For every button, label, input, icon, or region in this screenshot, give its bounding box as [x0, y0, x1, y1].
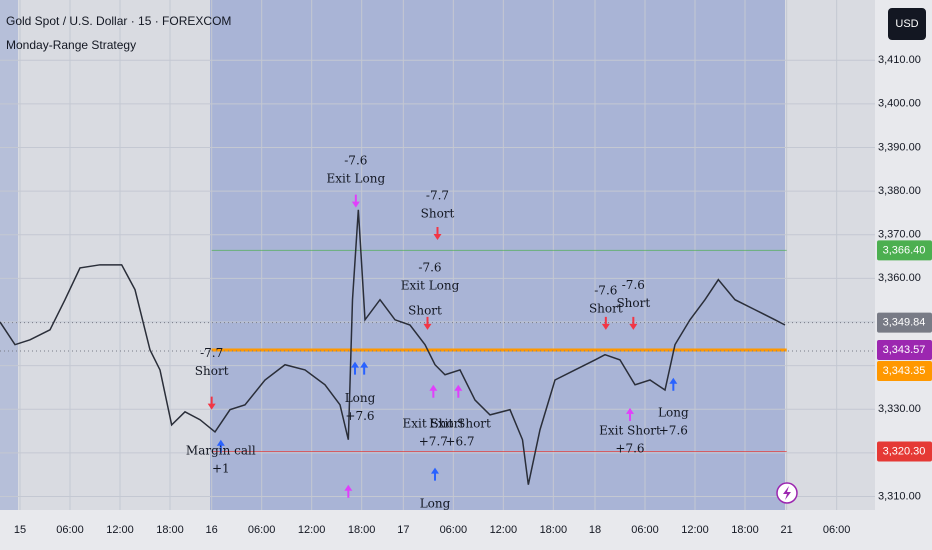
- price-label-box: [877, 340, 932, 361]
- x-tick-label: 12:00: [106, 524, 134, 536]
- price-label: 3,349.84: [883, 317, 926, 329]
- y-tick-label: 3,400.00: [878, 98, 921, 110]
- trade-marker: [360, 361, 369, 375]
- trade-annotation: Margin call: [186, 443, 256, 457]
- x-tick-label: 21: [781, 524, 793, 536]
- y-tick-label: 3,380.00: [878, 185, 921, 197]
- x-tick-label: 18:00: [731, 524, 759, 536]
- x-tick-label: 06:00: [56, 524, 84, 536]
- trade-marker: [629, 316, 638, 330]
- x-tick-label: 06:00: [823, 524, 851, 536]
- x-tick-label: 06:00: [440, 524, 468, 536]
- trade-annotation: +7.6: [615, 441, 644, 455]
- chart-subtitle: Monday-Range Strategy: [6, 38, 136, 52]
- trade-annotation: Short: [616, 296, 650, 310]
- trade-marker: [669, 377, 678, 391]
- x-tick-label: 17: [397, 524, 409, 536]
- currency-button[interactable]: [888, 8, 926, 40]
- trade-marker: [344, 484, 353, 498]
- trade-marker: [431, 467, 439, 481]
- x-tick-label: 18:00: [540, 524, 568, 536]
- y-tick-label: 3,370.00: [878, 229, 921, 241]
- trade-marker: [601, 316, 610, 330]
- x-tick-label: 12:00: [298, 524, 326, 536]
- y-tick-label: 3,330.00: [878, 403, 921, 415]
- x-tick-label: 18:00: [348, 524, 376, 536]
- price-label-box: [877, 240, 932, 261]
- x-tick-label: 06:00: [248, 524, 276, 536]
- trade-annotation: -7.7: [200, 346, 223, 360]
- x-tick-label: 06:00: [631, 524, 659, 536]
- trade-annotation: -7.7: [426, 188, 449, 202]
- session-shade: [210, 0, 785, 510]
- trade-annotation: +7.6: [659, 424, 688, 438]
- price-label-box: [877, 361, 932, 382]
- y-tick-label: 3,390.00: [878, 141, 921, 153]
- trade-marker: [454, 384, 463, 398]
- trade-marker: [626, 407, 634, 421]
- trade-marker: [433, 226, 442, 240]
- chart-title: Gold Spot / U.S. Dollar · 15 · FOREXCOM: [6, 14, 231, 28]
- session-shade: [0, 0, 18, 510]
- x-tick-label: 18: [589, 524, 601, 536]
- price-line: [0, 209, 786, 485]
- y-tick-label: 3,310.00: [878, 490, 921, 502]
- trade-annotation: Long: [658, 406, 689, 420]
- trade-annotation: -7.6: [418, 260, 441, 274]
- alert-bolt: [783, 486, 791, 500]
- price-label-box: [877, 441, 932, 462]
- trade-annotation: Exit Long: [401, 278, 460, 292]
- trade-annotation: Short: [421, 206, 455, 220]
- price-label: 3,343.57: [883, 344, 926, 356]
- price-label-box: [877, 312, 932, 333]
- price-label: 3,343.35: [883, 365, 926, 377]
- trade-annotation: Exit Short: [599, 423, 661, 437]
- price-label: 3,366.40: [883, 244, 926, 256]
- trade-marker: [351, 361, 359, 375]
- trade-annotation: Exit Long: [327, 171, 386, 185]
- trade-annotation: Short: [589, 301, 623, 315]
- time-axis: [0, 510, 875, 550]
- trade-annotation: Short: [195, 364, 229, 378]
- x-tick-label: 18:00: [156, 524, 184, 536]
- trade-annotation: -7.6: [622, 278, 645, 292]
- trade-annotation: +7.7: [419, 434, 448, 448]
- trade-marker: [351, 194, 360, 208]
- x-tick-label: 12:00: [490, 524, 518, 536]
- trade-annotation: Exit Short: [429, 416, 491, 430]
- price-label: 3,320.30: [883, 445, 926, 457]
- trade-annotation: +7.6: [345, 409, 374, 423]
- trade-annotation: Short: [408, 303, 442, 317]
- currency-label[interactable]: USD: [895, 18, 918, 30]
- x-tick-label: 12:00: [681, 524, 709, 536]
- trade-annotation: Exit Short: [402, 416, 464, 430]
- y-tick-label: 3,360.00: [878, 272, 921, 284]
- trade-marker: [207, 396, 216, 410]
- x-tick-label: 16: [206, 524, 218, 536]
- trade-annotation: Long: [420, 496, 451, 510]
- trade-marker: [429, 384, 438, 398]
- y-tick-label: 3,410.00: [878, 54, 921, 66]
- trade-annotation: +6.7: [445, 434, 474, 448]
- trade-annotation: -7.6: [594, 283, 617, 297]
- trade-annotation: +1: [212, 461, 230, 475]
- x-tick-label: 15: [14, 524, 26, 536]
- trade-marker: [423, 316, 432, 330]
- trade-marker: [216, 439, 225, 453]
- trade-annotation: -7.6: [344, 153, 367, 167]
- trade-annotation: Long: [345, 391, 376, 405]
